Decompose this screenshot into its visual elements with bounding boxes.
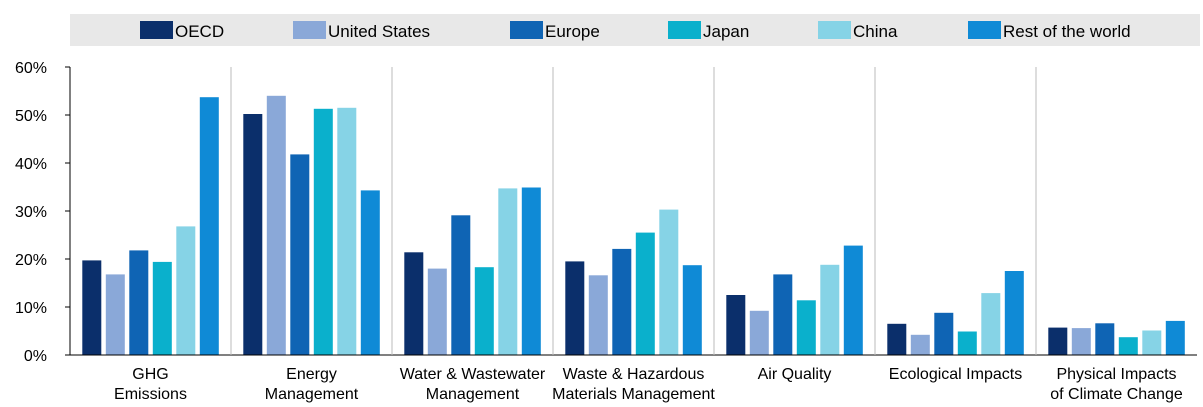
bar (427, 268, 447, 355)
bar (290, 154, 310, 355)
bar (243, 114, 263, 355)
y-tick-label: 20% (15, 252, 47, 269)
bar (565, 261, 585, 355)
bar (313, 108, 333, 355)
x-tick-label: GHG Emissions (114, 366, 187, 403)
x-tick-label: Ecological Impacts (889, 366, 1022, 383)
bar (521, 187, 541, 355)
bar (266, 95, 286, 356)
bar (843, 245, 863, 355)
legend-label: Europe (545, 22, 600, 41)
legend-label: Rest of the world (1003, 22, 1131, 41)
bar (796, 300, 816, 355)
legend-swatch (293, 21, 326, 39)
legend-swatch (818, 21, 851, 39)
legend-background (70, 14, 1200, 46)
legend-swatch (968, 21, 1001, 39)
y-tick-label: 50% (15, 108, 47, 125)
legend-label: United States (328, 22, 430, 41)
legend-label: China (853, 22, 898, 41)
bar (981, 293, 1001, 355)
bar (129, 250, 149, 355)
bar (498, 188, 518, 355)
bar (199, 97, 219, 355)
bar (152, 261, 172, 355)
bar (749, 310, 769, 355)
bar (1095, 323, 1115, 355)
bars (82, 95, 1185, 356)
axes: 0% 10% 20% 30% 40% 50% 60% GHG Emissions Energy Ma… (15, 60, 1197, 403)
bar (474, 267, 494, 355)
x-tick-label: Physical Impacts of Climate Change (1050, 366, 1183, 403)
legend-swatch (140, 21, 173, 39)
y-tick-label: 60% (15, 60, 47, 77)
y-tick-label: 0% (24, 348, 47, 365)
x-tick-label: Waste & Hazardous Materials Management (552, 366, 715, 403)
legend-swatch (510, 21, 543, 39)
bar (635, 232, 655, 355)
bar (910, 334, 930, 355)
bar (404, 252, 424, 355)
bar (82, 260, 102, 355)
bar (612, 248, 632, 355)
legend-label: OECD (175, 22, 224, 41)
bar (1142, 330, 1162, 355)
legend: OECD United States Europe Japan China Rest of… (140, 21, 1131, 41)
bar (934, 312, 954, 355)
bar (773, 274, 793, 355)
y-tick-label: 30% (15, 204, 47, 221)
y-tick-label: 10% (15, 300, 47, 317)
y-tick-label: 40% (15, 156, 47, 173)
bar (820, 264, 840, 355)
x-tick-label: Air Quality (758, 366, 832, 383)
bar (451, 215, 471, 355)
bar (1004, 271, 1024, 355)
bar (726, 295, 746, 355)
legend-label: Japan (703, 22, 749, 41)
bar (659, 209, 679, 355)
bar (1118, 337, 1138, 355)
bar (360, 190, 380, 355)
x-tick-label: Water & Wastewater Management (400, 366, 546, 403)
bar (1165, 320, 1185, 355)
bar (1071, 328, 1091, 355)
bar (105, 274, 125, 355)
bar (887, 323, 907, 355)
bar (176, 226, 196, 355)
x-tick-label: Energy Management (265, 366, 359, 403)
legend-swatch (668, 21, 701, 39)
bar (588, 275, 608, 355)
bar (957, 331, 977, 355)
bar (682, 265, 702, 355)
bar (1048, 327, 1068, 355)
bar (337, 107, 357, 355)
